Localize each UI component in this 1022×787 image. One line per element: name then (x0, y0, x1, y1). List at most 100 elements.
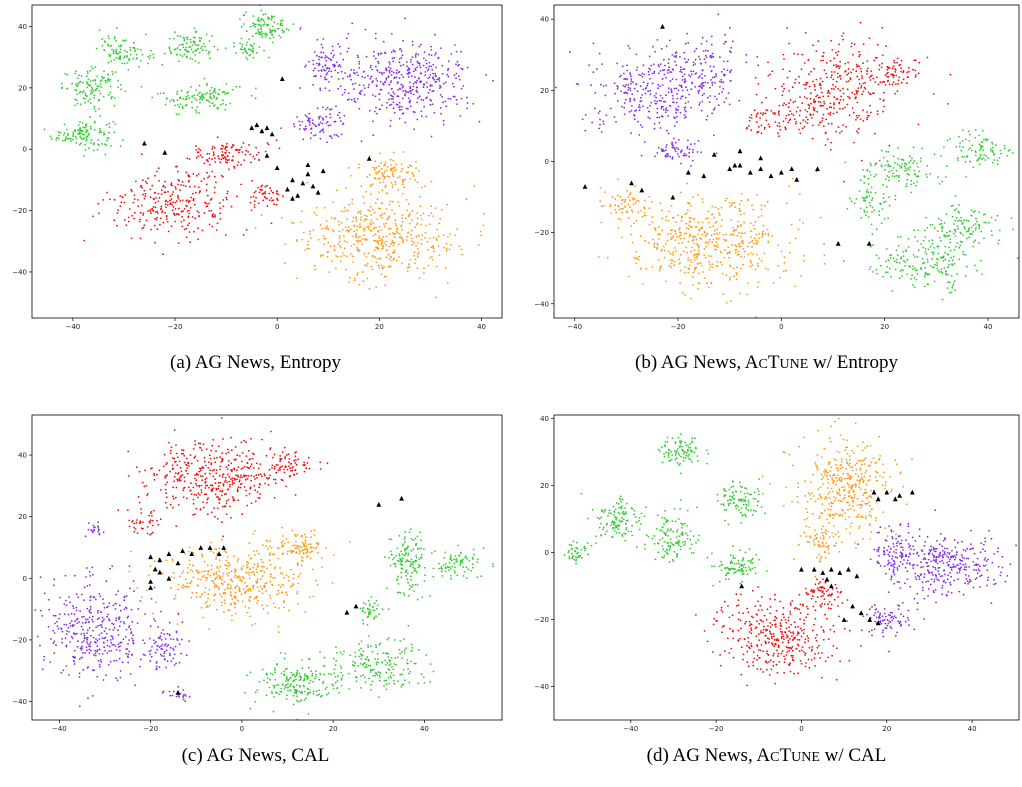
point-orange (762, 224, 765, 227)
point-red (830, 74, 833, 77)
point-green (81, 121, 84, 124)
point-green (863, 209, 866, 212)
point-red (234, 446, 237, 448)
point-purple (575, 82, 578, 85)
point-orange (750, 261, 752, 264)
point-green (974, 264, 976, 267)
point-purple (328, 67, 331, 70)
point-red (205, 189, 208, 192)
point-orange (739, 209, 741, 212)
point-green (216, 48, 219, 51)
point-red (799, 96, 801, 98)
point-purple (449, 98, 452, 100)
point-orange (371, 268, 374, 271)
point-green (907, 167, 910, 169)
point-purple (659, 70, 662, 72)
point-green (112, 51, 115, 53)
point-green (948, 260, 950, 262)
point-red (188, 175, 191, 178)
point-green (176, 93, 178, 95)
point-red (856, 92, 858, 95)
point-purple (670, 88, 672, 91)
point-purple (655, 96, 657, 99)
point-red (204, 481, 207, 484)
point-red (778, 110, 780, 113)
point-purple (729, 50, 731, 53)
point-green (87, 83, 90, 86)
point-red (189, 489, 192, 491)
point-red (166, 221, 169, 223)
point-red (245, 489, 247, 492)
point-orange (402, 151, 405, 153)
x-tick-label: 40 (984, 323, 993, 331)
point-purple (659, 85, 661, 88)
point-purple (313, 51, 316, 53)
point-orange (343, 254, 345, 257)
point-purple (701, 87, 703, 90)
point-purple (326, 106, 329, 109)
point-green (74, 135, 77, 138)
point-green (904, 167, 907, 170)
point-green (908, 174, 911, 176)
point-purple (675, 107, 677, 110)
point-red (165, 496, 168, 499)
point-orange (747, 198, 749, 201)
point-green (929, 172, 932, 175)
point-orange (387, 266, 390, 268)
point-purple (684, 96, 687, 99)
point-purple (381, 104, 383, 106)
point-red (254, 500, 257, 503)
point-red (209, 484, 212, 487)
point-green (198, 112, 201, 114)
point-red (153, 478, 156, 481)
point-red (202, 506, 205, 509)
point-red (236, 469, 238, 471)
point-red (906, 71, 908, 74)
point-purple (616, 100, 619, 102)
point-red (778, 125, 781, 128)
point-red (237, 499, 240, 502)
point-purple (409, 105, 412, 108)
point-red (756, 56, 759, 58)
point-green (887, 259, 890, 262)
point-green (145, 33, 147, 36)
point-orange (731, 202, 734, 205)
point-green (127, 68, 130, 71)
point-purple (379, 108, 381, 111)
point-orange (754, 268, 757, 271)
point-green (991, 149, 994, 152)
point-green (924, 272, 927, 274)
point-green (937, 217, 940, 220)
point-orange (430, 205, 433, 208)
point-orange (269, 575, 272, 578)
point-green (185, 55, 188, 58)
point-purple (358, 67, 360, 69)
point-green (955, 146, 958, 148)
point-green (945, 165, 948, 168)
point-green (890, 254, 893, 256)
point-red (133, 522, 136, 525)
point-green (902, 260, 905, 262)
point-purple (339, 65, 342, 68)
point-red (852, 53, 854, 56)
point-green (963, 219, 965, 222)
point-orange (473, 185, 476, 188)
point-orange (760, 259, 763, 262)
point-orange (600, 205, 603, 208)
point-purple (627, 89, 629, 91)
point-red (897, 83, 900, 85)
point-red (860, 86, 862, 89)
point-purple (322, 131, 325, 133)
point-purple (384, 52, 387, 55)
point-green (239, 42, 242, 45)
point-red (170, 446, 173, 449)
point-red (156, 212, 159, 215)
point-red (271, 200, 273, 202)
point-purple (689, 75, 692, 78)
point-green (885, 260, 887, 263)
point-red (838, 67, 841, 70)
point-red (843, 180, 845, 183)
point-purple (677, 109, 679, 111)
point-orange (684, 213, 686, 216)
point-orange (640, 267, 643, 270)
